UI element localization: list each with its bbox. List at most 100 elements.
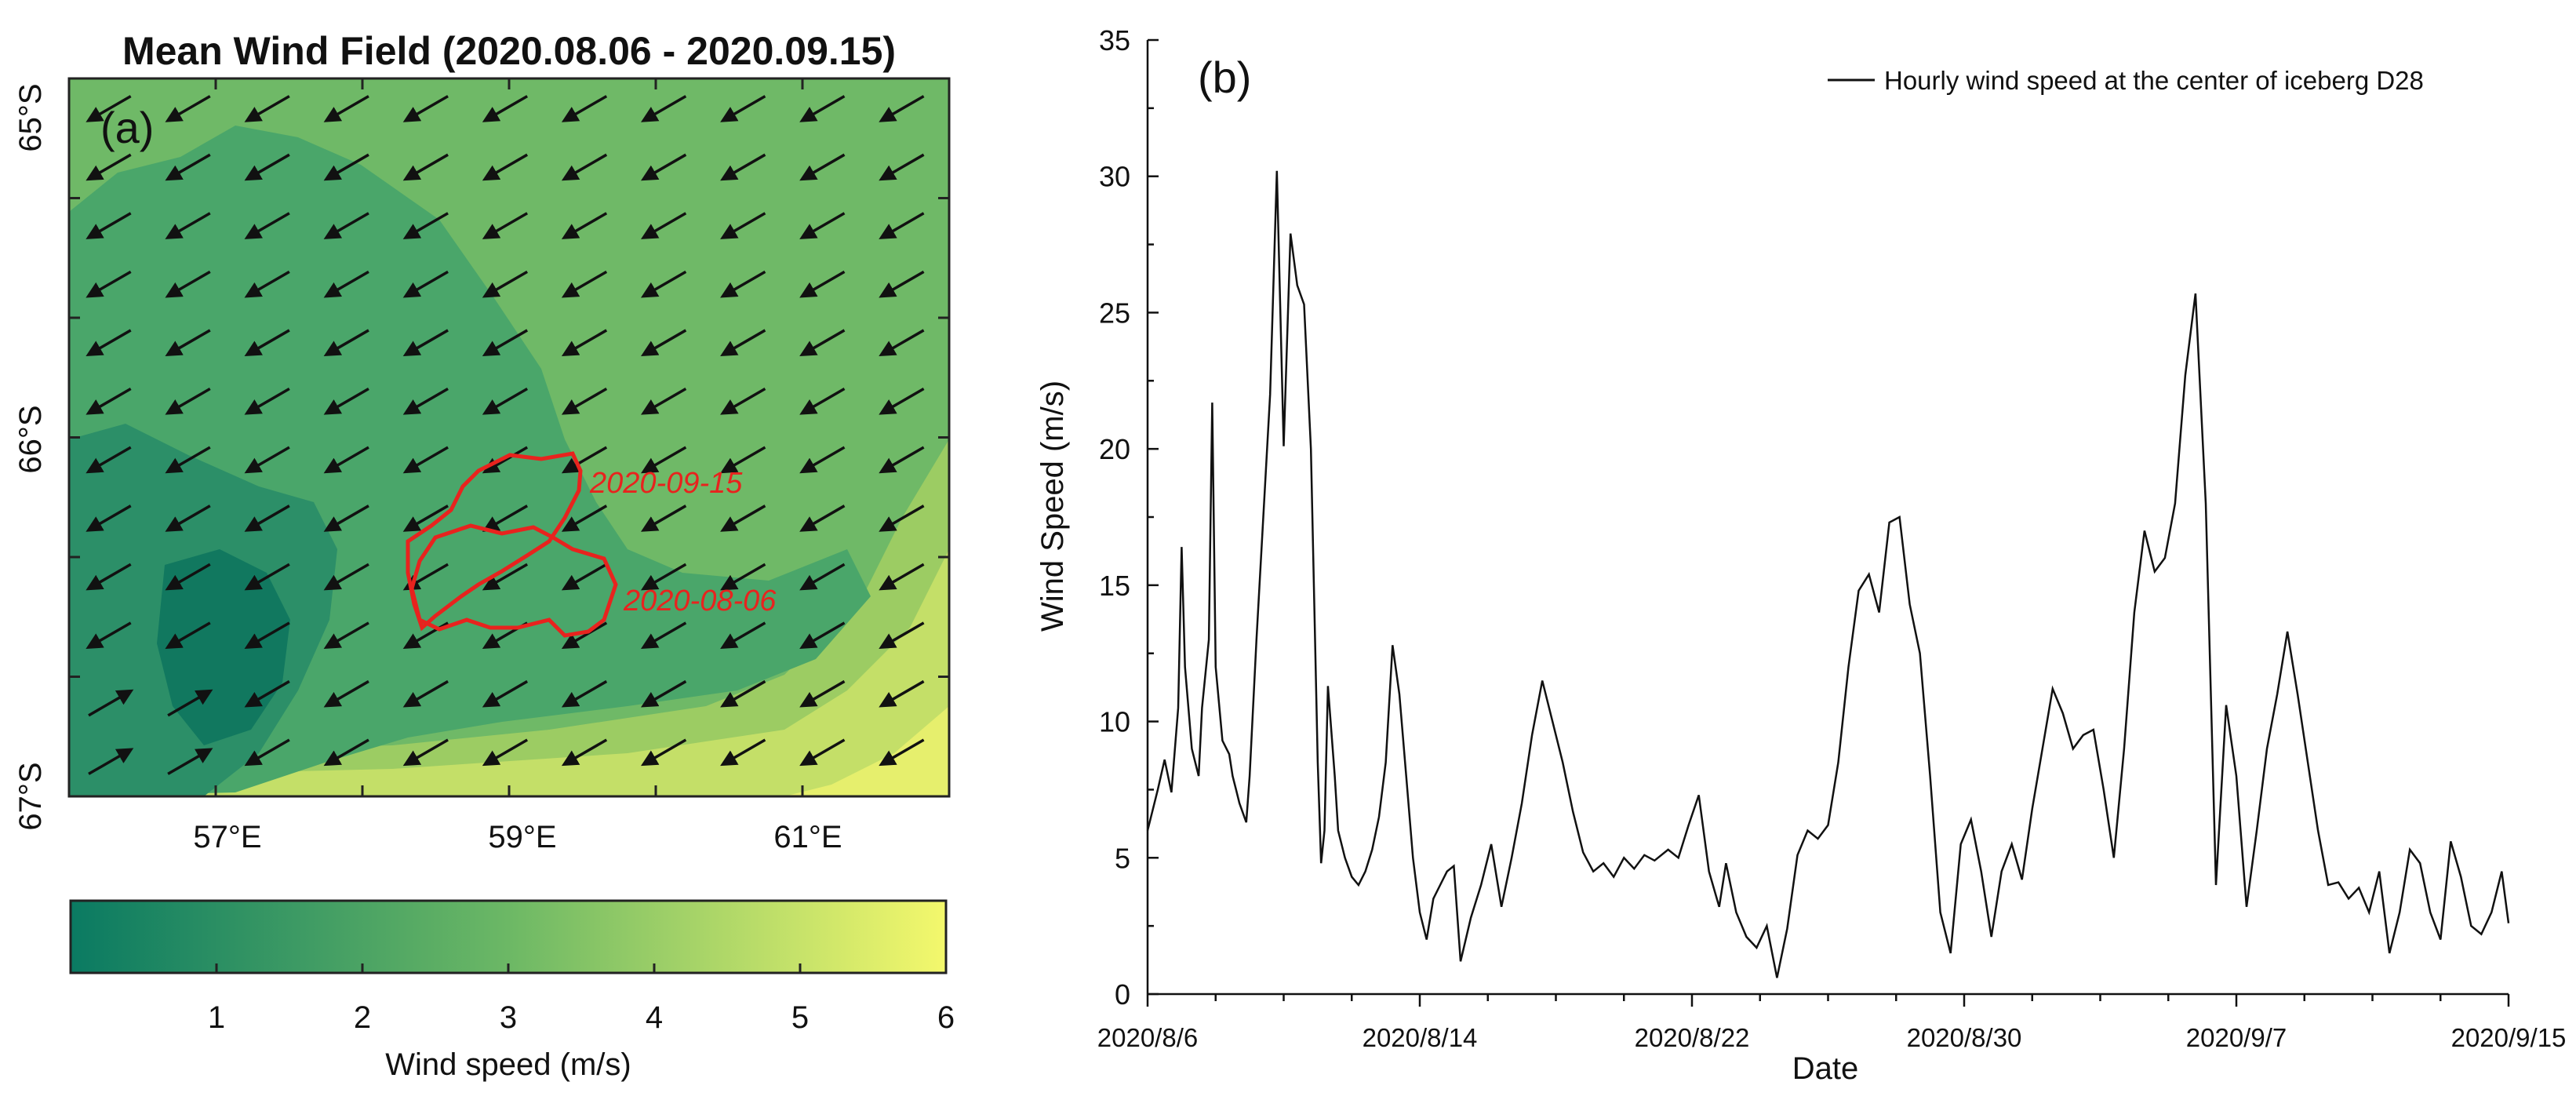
- colorbar-label: Wind speed (m/s): [385, 1047, 631, 1082]
- colorbar-tick-label: 6: [937, 1000, 955, 1035]
- wind-vector-arrow: [86, 563, 132, 591]
- wind-vector-arrow: [402, 738, 449, 767]
- wind-vector-arrow: [482, 388, 529, 415]
- y-tick-label: 67°S: [13, 762, 48, 830]
- x-tick-label: 2020/9/7: [2186, 1023, 2287, 1052]
- contour-fill: [69, 78, 949, 796]
- wind-vector-arrow: [561, 679, 608, 708]
- y-tick-label: 5: [1115, 842, 1130, 874]
- wind-vector-arrow: [402, 270, 449, 298]
- wind-vector-arrow: [86, 153, 132, 181]
- wind-vector-arrow: [720, 738, 766, 767]
- wind-vector-arrow: [799, 153, 846, 181]
- wind-vector-arrow: [640, 446, 687, 474]
- wind-vector-arrow: [244, 679, 290, 708]
- wind-vector-arrow: [879, 738, 925, 767]
- wind-vector-arrow: [879, 95, 925, 122]
- wind-vector-arrow: [720, 270, 766, 298]
- colorbar-tick-label: 5: [791, 1000, 809, 1035]
- wind-vector-arrow: [799, 446, 846, 474]
- wind-vector-arrow: [165, 621, 211, 649]
- y-tick-label: 30: [1099, 161, 1130, 193]
- wind-vector-arrow: [402, 95, 449, 122]
- wind-vector-arrow: [323, 388, 369, 415]
- wind-vector-arrow: [640, 388, 687, 415]
- wind-vector-arrow: [244, 621, 290, 649]
- wind-vector-arrow: [799, 95, 846, 122]
- wind-vector-arrow: [323, 153, 369, 181]
- wind-vector-arrow: [244, 270, 290, 298]
- wind-vector-arrow: [561, 329, 608, 357]
- wind-vector-arrow: [323, 95, 369, 122]
- x-tick-label: 59°E: [488, 820, 556, 854]
- y-tick-label: 25: [1099, 297, 1130, 329]
- wind-vector-arrow: [88, 689, 134, 717]
- wind-vector-arrow: [482, 270, 529, 298]
- wind-vector-arrow: [879, 329, 925, 357]
- map-x-tick-labels: 57°E 59°E 61°E: [193, 820, 842, 854]
- wind-vector-arrow: [640, 329, 687, 357]
- colorbar-ticks: 1 2 3 4 5 6: [208, 963, 955, 1035]
- wind-vector-arrow: [244, 504, 290, 532]
- wind-vector-arrow: [244, 446, 290, 474]
- wind-vector-arrow: [482, 153, 529, 181]
- colorbar: [69, 899, 948, 974]
- wind-vector-arrow: [165, 563, 211, 591]
- wind-vector-arrow: [720, 212, 766, 239]
- wind-vector-arrow: [402, 679, 449, 708]
- wind-vector-arrow: [323, 621, 369, 649]
- y-axis-title: Wind Speed (m/s): [1035, 381, 1070, 632]
- wind-vector-arrow: [402, 504, 449, 532]
- wind-vector-arrow: [720, 446, 766, 474]
- wind-vector-arrow: [879, 212, 925, 239]
- iceberg-outline-2020-08-06: [409, 523, 618, 638]
- wind-vector-arrow: [86, 95, 132, 122]
- wind-vector-arrow: [402, 153, 449, 181]
- wind-vector-arrow: [720, 679, 766, 708]
- wind-vector-arrow: [165, 95, 211, 122]
- colorbar-tick-label: 2: [354, 1000, 371, 1035]
- wind-vector-arrow: [402, 446, 449, 474]
- wind-vector-arrow: [165, 329, 211, 357]
- wind-vector-arrow: [561, 212, 608, 239]
- wind-vector-arrow: [86, 388, 132, 415]
- wind-vector-arrow: [799, 621, 846, 649]
- y-tick-label: 65°S: [13, 83, 48, 151]
- wind-vector-arrow: [482, 679, 529, 708]
- wind-vector-arrow: [640, 621, 687, 649]
- wind-vector-arrow: [165, 153, 211, 181]
- wind-vector-arrow: [879, 563, 925, 591]
- wind-vector-arrow: [323, 738, 369, 767]
- wind-vector-arrow: [561, 388, 608, 415]
- wind-vector-arrow: [167, 689, 213, 717]
- wind-vector-arrow: [482, 446, 529, 474]
- wind-vector-arrow: [799, 212, 846, 239]
- line-axes: 0 5 10 15 20 25 30 35 2020/8/6 2020/8/14 2020/8/22…: [1097, 24, 2567, 1052]
- wind-vector-arrow: [561, 95, 608, 122]
- wind-vector-arrow: [640, 270, 687, 298]
- wind-vector-arrow: [879, 446, 925, 474]
- wind-vector-arrow: [323, 446, 369, 474]
- wind-vector-arrow: [879, 388, 925, 415]
- wind-vector-arrow: [799, 504, 846, 532]
- wind-vector-arrow: [482, 738, 529, 767]
- y-tick-label: 66°S: [13, 405, 48, 473]
- wind-vector-arrow: [482, 329, 529, 357]
- y-tick-label: 35: [1099, 24, 1130, 56]
- wind-vector-arrow: [402, 329, 449, 357]
- wind-vector-arrow: [88, 748, 134, 775]
- x-tick-label: 57°E: [193, 820, 261, 854]
- wind-vector-arrow: [799, 738, 846, 767]
- colorbar-tick-label: 3: [500, 1000, 517, 1035]
- wind-vector-arrow: [323, 504, 369, 532]
- wind-vector-arrow: [323, 212, 369, 239]
- wind-vector-arrow: [799, 329, 846, 357]
- wind-vector-arrow: [879, 270, 925, 298]
- wind-vector-arrow: [799, 388, 846, 415]
- wind-vector-arrow: [86, 621, 132, 649]
- contour-level-6: [784, 706, 949, 796]
- wind-vector-arrow: [482, 95, 529, 122]
- wind-vector-arrow: [879, 153, 925, 181]
- iceberg-outline-2020-09-15: [406, 451, 583, 632]
- wind-vector-arrow: [244, 95, 290, 122]
